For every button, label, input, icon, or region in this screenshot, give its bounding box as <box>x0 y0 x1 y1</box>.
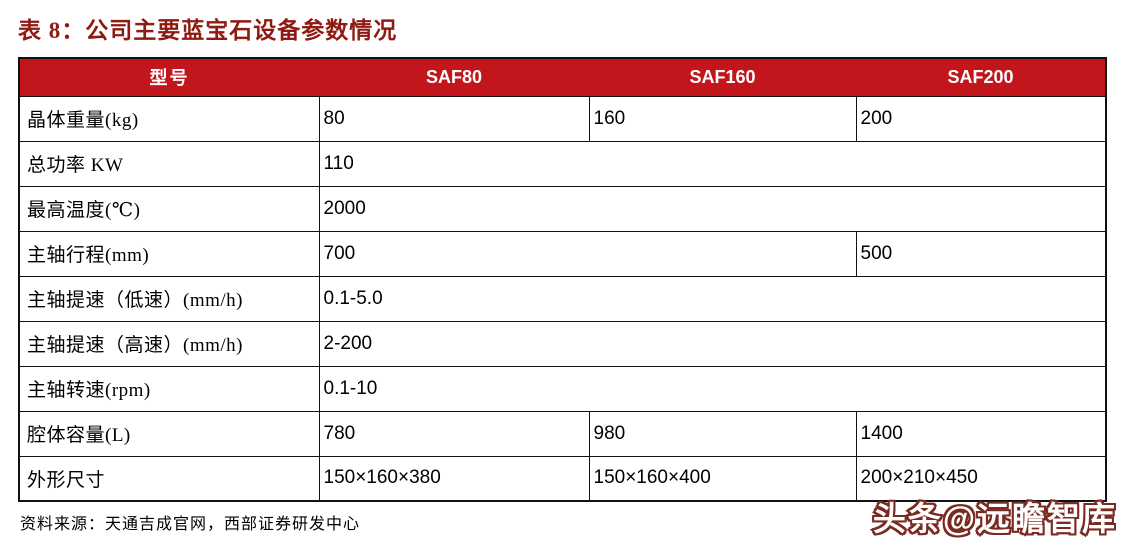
table-row-max-temperature: 最高温度(℃) 2000 <box>18 185 1107 232</box>
cell: 980 <box>588 410 857 457</box>
cell: 200×210×450 <box>855 455 1107 502</box>
column-header-model: 型号 <box>19 57 319 97</box>
table-row-dimensions: 外形尺寸 150×160×380 150×160×400 200×210×450 <box>18 455 1107 502</box>
table-row-chamber-volume: 腔体容量(L) 780 980 1400 <box>18 410 1107 457</box>
row-label: 主轴提速（高速）(mm/h) <box>18 320 320 367</box>
row-label: 晶体重量(kg) <box>18 95 320 142</box>
cell: 160 <box>588 95 857 142</box>
watermark-toutiao: 头条@远瞻智库 <box>871 498 1117 539</box>
cell: 200 <box>855 95 1107 142</box>
table-row-spindle-speedup-high: 主轴提速（高速）(mm/h) 2-200 <box>18 320 1107 367</box>
cell: 700 <box>318 230 857 277</box>
row-label: 主轴行程(mm) <box>18 230 320 277</box>
cell: 1400 <box>855 410 1107 457</box>
table-row-crystal-weight: 晶体重量(kg) 80 160 200 <box>18 95 1107 142</box>
cell: 500 <box>855 230 1107 277</box>
row-label: 主轴转速(rpm) <box>18 365 320 412</box>
row-label: 外形尺寸 <box>18 455 320 502</box>
row-label: 总功率 KW <box>18 140 320 187</box>
table-row-spindle-speedup-low: 主轴提速（低速）(mm/h) 0.1-5.0 <box>18 275 1107 322</box>
cell: 80 <box>318 95 590 142</box>
table-row-total-power: 总功率 KW 110 <box>18 140 1107 187</box>
cell: 780 <box>318 410 590 457</box>
row-label: 主轴提速（低速）(mm/h) <box>18 275 320 322</box>
table-header-row: 型号 SAF80 SAF160 SAF200 <box>19 57 1106 97</box>
cell: 2-200 <box>318 320 1107 367</box>
equipment-parameter-table: 型号 SAF80 SAF160 SAF200 晶体重量(kg) 80 160 2… <box>18 57 1107 502</box>
row-label: 腔体容量(L) <box>18 410 320 457</box>
table-row-spindle-rpm: 主轴转速(rpm) 0.1-10 <box>18 365 1107 412</box>
column-header-saf160: SAF160 <box>589 57 856 97</box>
source-note: 资料来源：天通吉成官网，西部证券研发中心 <box>20 516 361 533</box>
table-title: 表 8：公司主要蓝宝石设备参数情况 <box>18 18 398 43</box>
cell: 0.1-10 <box>318 365 1107 412</box>
cell: 150×160×380 <box>318 455 590 502</box>
column-header-saf80: SAF80 <box>319 57 589 97</box>
cell: 2000 <box>318 185 1107 232</box>
row-label: 最高温度(℃) <box>18 185 320 232</box>
cell: 150×160×400 <box>588 455 857 502</box>
table-row-spindle-travel: 主轴行程(mm) 700 500 <box>18 230 1107 277</box>
column-header-saf200: SAF200 <box>856 57 1106 97</box>
cell: 0.1-5.0 <box>318 275 1107 322</box>
cell: 110 <box>318 140 1107 187</box>
